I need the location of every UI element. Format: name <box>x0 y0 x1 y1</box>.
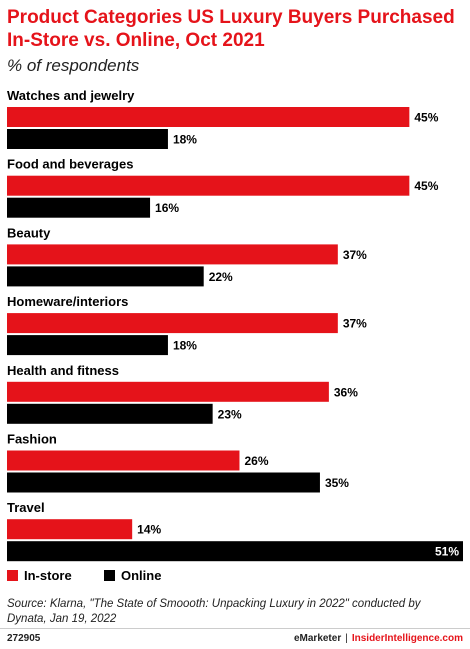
category-label-fashion: Fashion <box>7 432 57 447</box>
data-label-in-store-beauty: 37% <box>343 248 367 262</box>
bar-online-watches-and-jewelry <box>7 129 168 149</box>
bar-online-health-and-fitness <box>7 403 213 424</box>
category-label-health-and-fitness: Health and fitness <box>7 363 119 378</box>
bar-in-store-food-and-beverages <box>7 175 410 196</box>
footer-brand: eMarketer | InsiderIntelligence.com <box>294 633 463 644</box>
bar-in-store-homeware-interiors <box>7 313 338 334</box>
bar-online-beauty <box>7 266 204 287</box>
data-label-in-store-health-and-fitness: 36% <box>334 385 358 399</box>
bar-in-store-watches-and-jewelry <box>7 107 410 127</box>
legend-swatch-online <box>104 570 115 581</box>
bar-online-travel <box>7 541 463 562</box>
brand-separator: | <box>345 633 348 644</box>
legend-item-in-store: In-store <box>7 568 72 583</box>
bar-in-store-health-and-fitness <box>7 381 329 402</box>
category-label-travel: Travel <box>7 500 45 515</box>
data-label-online-beauty: 22% <box>209 270 233 284</box>
brand-insider-intelligence: InsiderIntelligence.com <box>351 633 463 644</box>
data-label-online-homeware-interiors: 18% <box>173 339 197 353</box>
bar-online-homeware-interiors <box>7 335 168 356</box>
data-label-in-store-travel: 14% <box>137 523 161 537</box>
data-label-online-food-and-beverages: 16% <box>155 201 179 215</box>
legend-label-online: Online <box>121 568 162 583</box>
bar-in-store-beauty <box>7 244 338 265</box>
data-label-in-store-fashion: 26% <box>244 454 268 468</box>
legend-label-in-store: In-store <box>24 568 72 583</box>
bar-online-fashion <box>7 472 320 493</box>
category-label-beauty: Beauty <box>7 225 51 240</box>
bar-in-store-fashion <box>7 450 240 471</box>
chart-subtitle: % of respondents <box>7 56 140 75</box>
bar-online-food-and-beverages <box>7 197 151 218</box>
footer-divider <box>0 628 470 629</box>
data-label-online-fashion: 35% <box>325 476 349 490</box>
chart-title: Product Categories US Luxury Buyers Purc… <box>7 7 455 51</box>
legend-swatch-in-store <box>7 570 18 581</box>
data-label-in-store-watches-and-jewelry: 45% <box>414 111 438 125</box>
bar-chart: Watches and jewelry 45% 18% Food and bevera… <box>7 88 463 562</box>
data-label-online-travel: 51% <box>435 545 459 559</box>
category-label-watches-and-jewelry: Watches and jewelry <box>7 88 135 103</box>
bar-in-store-travel <box>7 519 133 540</box>
legend-item-online: Online <box>104 568 161 583</box>
chart-id: 272905 <box>7 633 41 644</box>
data-label-in-store-homeware-interiors: 37% <box>343 317 367 331</box>
brand-emarketer: eMarketer <box>293 633 342 644</box>
data-label-online-health-and-fitness: 23% <box>218 407 242 421</box>
data-label-online-watches-and-jewelry: 18% <box>173 133 197 147</box>
data-label-in-store-food-and-beverages: 45% <box>414 179 438 193</box>
category-label-food-and-beverages: Food and beverages <box>7 157 133 172</box>
source-note: Source: Klarna, "The State of Smoooth: U… <box>7 598 421 625</box>
category-label-homeware-interiors: Homeware/interiors <box>7 294 128 309</box>
